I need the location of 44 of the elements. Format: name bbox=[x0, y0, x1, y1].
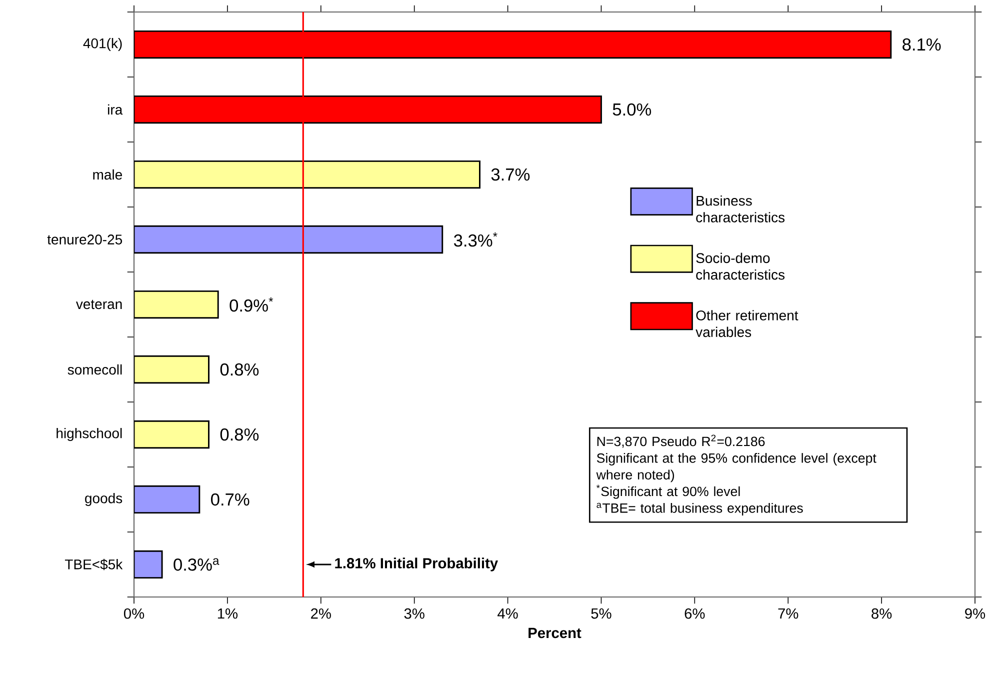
annotation: $^{*}$Significant at 90% level bbox=[596, 484, 740, 499]
x-tick-label: 1% bbox=[218, 608, 238, 619]
y-tick-label: goods bbox=[85, 492, 122, 506]
x-tick-label: 7% bbox=[778, 608, 798, 619]
ref-line-label: 1.81% Initial Probability bbox=[335, 558, 498, 572]
bar bbox=[134, 290, 219, 319]
bar bbox=[134, 485, 200, 514]
data-label: 0.7% bbox=[211, 493, 250, 506]
x-tick-label: 9% bbox=[965, 608, 986, 619]
legend-label: Business characteristics bbox=[696, 195, 785, 222]
y-tick-label: tenure20-25 bbox=[47, 234, 122, 244]
x-tick-label: 5% bbox=[591, 608, 612, 619]
data-label: 0.8% bbox=[220, 428, 259, 441]
data-label: 0.9%$^{*}$ bbox=[230, 297, 274, 312]
legend-label: Other retirement variables bbox=[696, 310, 798, 338]
bar bbox=[134, 355, 210, 384]
data-label: 3.3%$^{*}$ bbox=[454, 232, 498, 247]
x-tick-label: 4% bbox=[498, 608, 518, 619]
x-tick-label: 8% bbox=[872, 608, 892, 619]
bar bbox=[134, 420, 210, 449]
y-tick-label: highschool bbox=[56, 428, 122, 442]
annotation: Significant at the 95% confidence level (except where noted) bbox=[596, 453, 876, 482]
x-tick-label: 2% bbox=[311, 608, 331, 619]
bar bbox=[134, 160, 480, 189]
data-label: 0.3%$^{a}$ bbox=[174, 558, 220, 571]
y-tick-label: veteran bbox=[76, 300, 122, 310]
bar bbox=[134, 225, 444, 254]
x-tick-label: 0% bbox=[124, 608, 144, 619]
data-label: 0.8% bbox=[220, 363, 259, 376]
y-tick-label: ira bbox=[108, 104, 123, 115]
y-tick-label: TBE<$5k bbox=[64, 558, 123, 570]
legend-label: Socio-demo characteristics bbox=[696, 252, 785, 280]
x-axis-title: Percent bbox=[528, 628, 582, 638]
data-label: 5.0% bbox=[612, 103, 652, 116]
data-label: 3.7% bbox=[491, 168, 530, 181]
annotation: $^{a}$TBE= total business expenditures bbox=[596, 502, 803, 516]
annotation: N=3,870 Pseudo R$^{2}$=0.2186 bbox=[597, 434, 765, 448]
x-tick-label: 3% bbox=[404, 608, 424, 619]
x-tick-label: 6% bbox=[684, 608, 705, 619]
y-tick-label: somecoll bbox=[68, 364, 122, 375]
y-tick-label: male bbox=[93, 169, 122, 180]
y-tick-label: 401(k) bbox=[83, 38, 122, 52]
bar bbox=[134, 550, 163, 579]
data-label: 8.1% bbox=[902, 38, 941, 51]
